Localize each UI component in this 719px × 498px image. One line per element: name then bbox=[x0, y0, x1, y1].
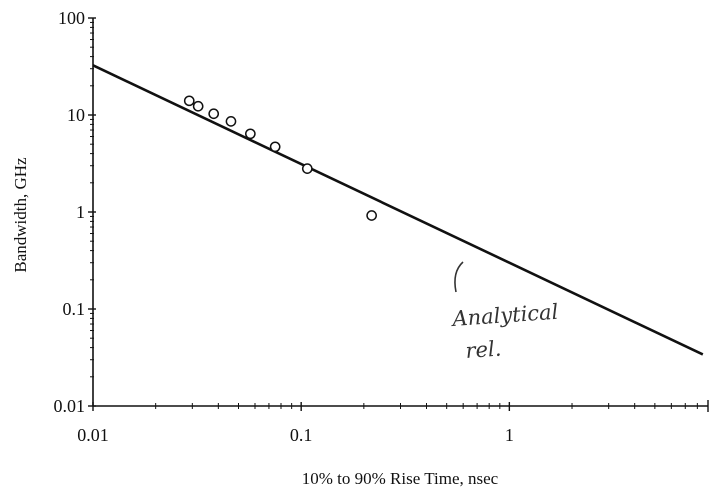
x-tick-label: 1 bbox=[505, 425, 514, 445]
annotation-text-line-2: rel. bbox=[465, 337, 502, 363]
label-layer: 10% to 90% Rise Time, nsec Bandwidth, GH… bbox=[11, 157, 499, 488]
measured-data-point bbox=[245, 128, 256, 140]
y-tick-label: 0.1 bbox=[63, 299, 86, 319]
x-axis-label: 10% to 90% Rise Time, nsec bbox=[302, 469, 499, 488]
y-axis-label: Bandwidth, GHz bbox=[11, 157, 30, 273]
measured-data-point bbox=[301, 163, 313, 174]
measured-data-point bbox=[225, 116, 237, 127]
y-tick-label: 1 bbox=[76, 202, 85, 222]
measured-data-point bbox=[366, 210, 377, 221]
y-tick-label: 10 bbox=[67, 105, 85, 125]
axis-layer: 0.01 0.1 1 10 100 0.01 0.1 1 bbox=[54, 8, 709, 445]
x-tick-label: 0.1 bbox=[290, 425, 313, 445]
measured-data-point bbox=[192, 100, 204, 112]
analytical-relation-line bbox=[92, 64, 704, 356]
annotation-bracket bbox=[454, 261, 464, 293]
measured-data-point bbox=[208, 108, 220, 120]
plot-layer bbox=[92, 64, 704, 356]
measured-data-point bbox=[269, 141, 281, 153]
y-tick-label: 100 bbox=[58, 8, 85, 28]
y-tick-label: 0.01 bbox=[54, 396, 86, 416]
annotation-text-line-1: Analytical bbox=[450, 300, 559, 331]
x-tick-label: 0.01 bbox=[77, 425, 109, 445]
measured-data-point bbox=[183, 95, 195, 107]
